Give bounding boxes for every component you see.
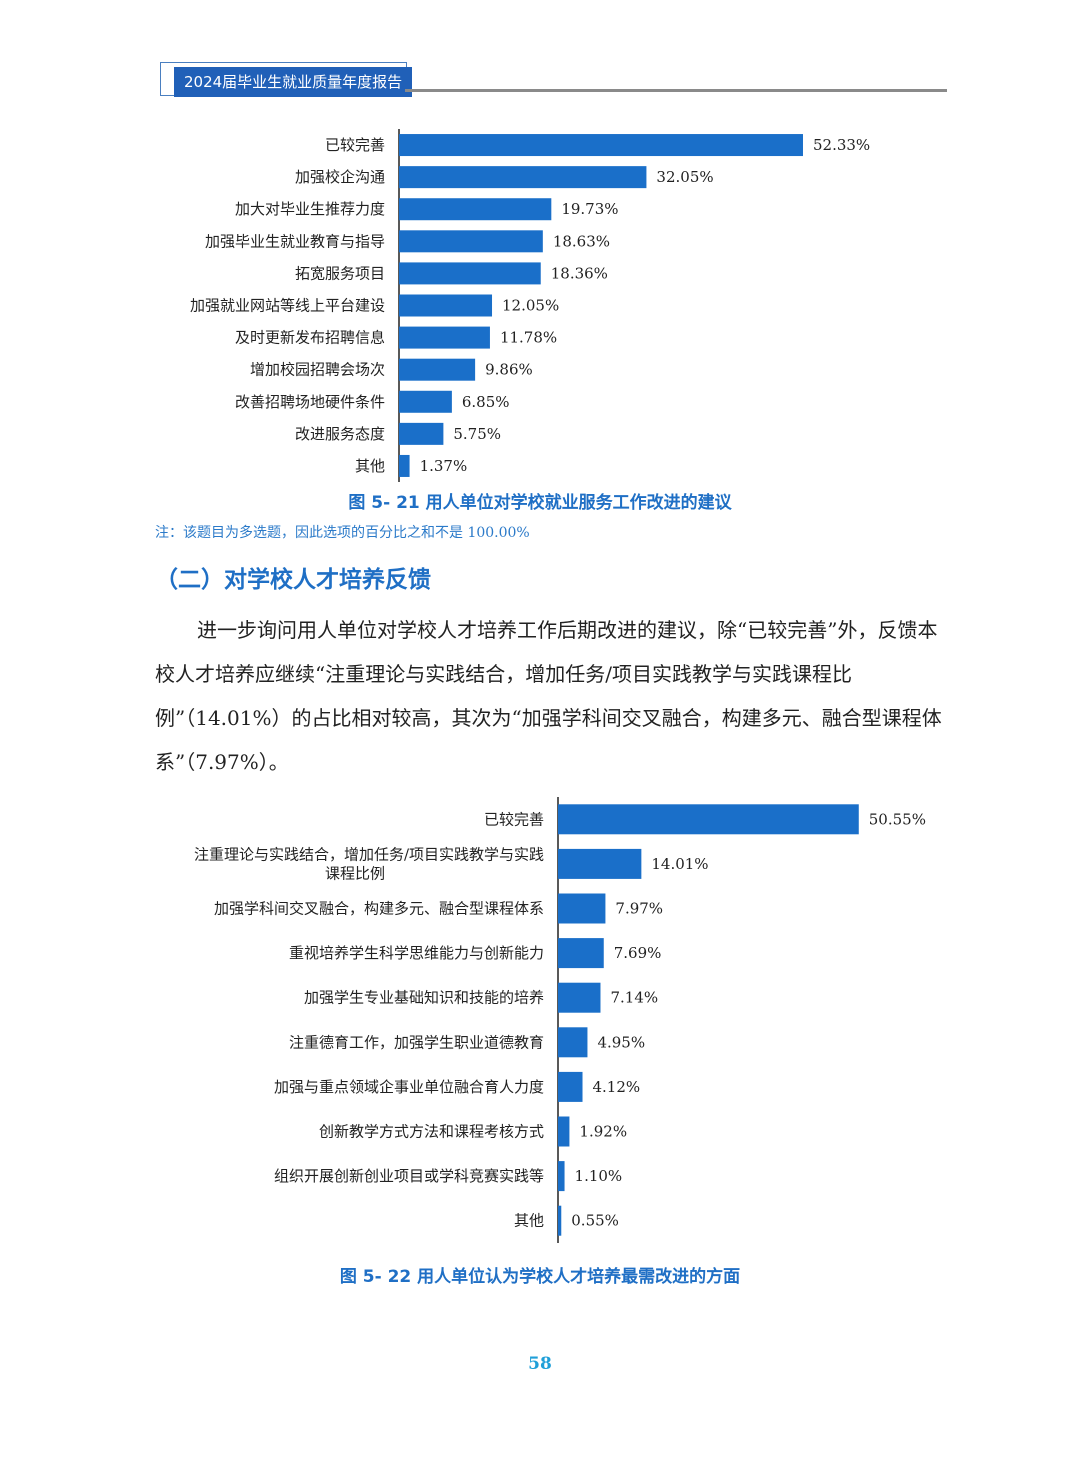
bar bbox=[558, 893, 606, 924]
report-header: 2024届毕业生就业质量年度报告 bbox=[160, 62, 947, 98]
category-label: 课程比例 bbox=[325, 864, 385, 882]
data-label: 19.73% bbox=[561, 200, 618, 218]
data-label: 50.55% bbox=[869, 810, 926, 828]
data-label: 1.37% bbox=[420, 457, 468, 475]
bar bbox=[399, 390, 452, 413]
category-label: 组织开展创新创业项目或学科竞赛实践等 bbox=[274, 1167, 544, 1185]
bar bbox=[399, 198, 552, 221]
data-label: 12.05% bbox=[502, 297, 559, 315]
bar bbox=[558, 982, 601, 1013]
category-label: 重视培养学生科学思维能力与创新能力 bbox=[289, 944, 544, 962]
category-label: 创新教学方式方法和课程考核方式 bbox=[319, 1123, 544, 1141]
bar bbox=[399, 294, 493, 317]
bar bbox=[399, 422, 444, 445]
chart-talent-training-improvements: 50.55% 已较完善 14.01% 注重理论与实践结合，增加任务/项目实践教学与实践… bbox=[194, 797, 926, 1243]
data-label: 7.97% bbox=[615, 900, 663, 918]
data-label: 32.05% bbox=[656, 168, 713, 186]
category-label: 其他 bbox=[514, 1212, 544, 1230]
chart2-caption: 图 5- 22 用人单位认为学校人才培养最需改进的方面 bbox=[339, 1267, 741, 1287]
bar bbox=[558, 1161, 565, 1192]
bar bbox=[558, 1071, 583, 1102]
data-label: 1.92% bbox=[579, 1123, 627, 1141]
bar bbox=[399, 166, 647, 189]
category-label: 已较完善 bbox=[484, 810, 544, 828]
category-label: 其他 bbox=[355, 457, 385, 475]
category-label: 加强毕业生就业教育与指导 bbox=[205, 232, 385, 250]
category-label: 加强校企沟通 bbox=[295, 168, 385, 186]
bar bbox=[558, 804, 859, 835]
bar bbox=[399, 358, 476, 381]
multiple-choice-note: 注：该题目为多选题，因此选项的百分比之和不是 100.00% bbox=[155, 525, 530, 541]
bar bbox=[399, 230, 543, 253]
bar bbox=[558, 1116, 570, 1147]
body-paragraph: 进一步询问用人单位对学校人才培养工作后期改进的建议，除“已较完善”外，反馈本校人… bbox=[155, 618, 942, 774]
bar bbox=[399, 326, 490, 349]
header-title: 2024届毕业生就业质量年度报告 bbox=[174, 67, 412, 97]
data-label: 4.95% bbox=[597, 1033, 645, 1051]
bar bbox=[399, 134, 803, 157]
data-label: 7.14% bbox=[610, 989, 658, 1007]
bar bbox=[399, 262, 541, 285]
data-label: 4.12% bbox=[593, 1078, 641, 1096]
bar bbox=[558, 848, 642, 879]
data-label: 11.78% bbox=[500, 329, 557, 347]
category-label: 加强学生专业基础知识和技能的培养 bbox=[304, 989, 544, 1007]
chart1-caption: 图 5- 21 用人单位对学校就业服务工作改进的建议 bbox=[348, 493, 732, 513]
data-label: 1.10% bbox=[575, 1167, 623, 1185]
category-label: 注重理论与实践结合，增加任务/项目实践教学与实践 bbox=[194, 845, 544, 863]
data-label: 14.01% bbox=[651, 855, 708, 873]
data-label: 18.36% bbox=[551, 264, 608, 282]
data-label: 0.55% bbox=[571, 1212, 619, 1230]
category-label: 增加校园招聘会场次 bbox=[250, 361, 385, 379]
data-label: 7.69% bbox=[614, 944, 662, 962]
header-rule bbox=[405, 89, 947, 92]
category-label: 改善招聘场地硬件条件 bbox=[235, 393, 385, 411]
category-label: 加强学科间交叉融合，构建多元、融合型课程体系 bbox=[214, 900, 544, 918]
bar bbox=[558, 1205, 562, 1236]
category-label: 加强与重点领域企事业单位融合育人力度 bbox=[274, 1078, 544, 1096]
category-label: 改进服务态度 bbox=[295, 425, 385, 443]
category-label: 拓宽服务项目 bbox=[295, 264, 385, 282]
page-number: 58 bbox=[528, 1354, 552, 1374]
bar bbox=[558, 938, 604, 969]
data-label: 6.85% bbox=[462, 393, 510, 411]
bar bbox=[399, 454, 410, 477]
data-label: 52.33% bbox=[813, 136, 870, 154]
category-label: 及时更新发布招聘信息 bbox=[235, 329, 385, 347]
category-label: 加大对毕业生推荐力度 bbox=[235, 200, 385, 218]
data-label: 18.63% bbox=[553, 232, 610, 250]
category-label: 注重德育工作，加强学生职业道德教育 bbox=[289, 1033, 544, 1051]
data-label: 9.86% bbox=[485, 361, 533, 379]
data-label: 5.75% bbox=[453, 425, 501, 443]
section-title: （二）对学校人才培养反馈 bbox=[155, 567, 431, 593]
category-label: 加强就业网站等线上平台建设 bbox=[190, 297, 385, 315]
bar bbox=[558, 1027, 588, 1058]
chart-employment-service-suggestions: 52.33% 已较完善 32.05% 加强校企沟通 19.73% 加大对毕业生推荐力度 18… bbox=[190, 129, 870, 482]
category-label: 已较完善 bbox=[325, 136, 385, 154]
